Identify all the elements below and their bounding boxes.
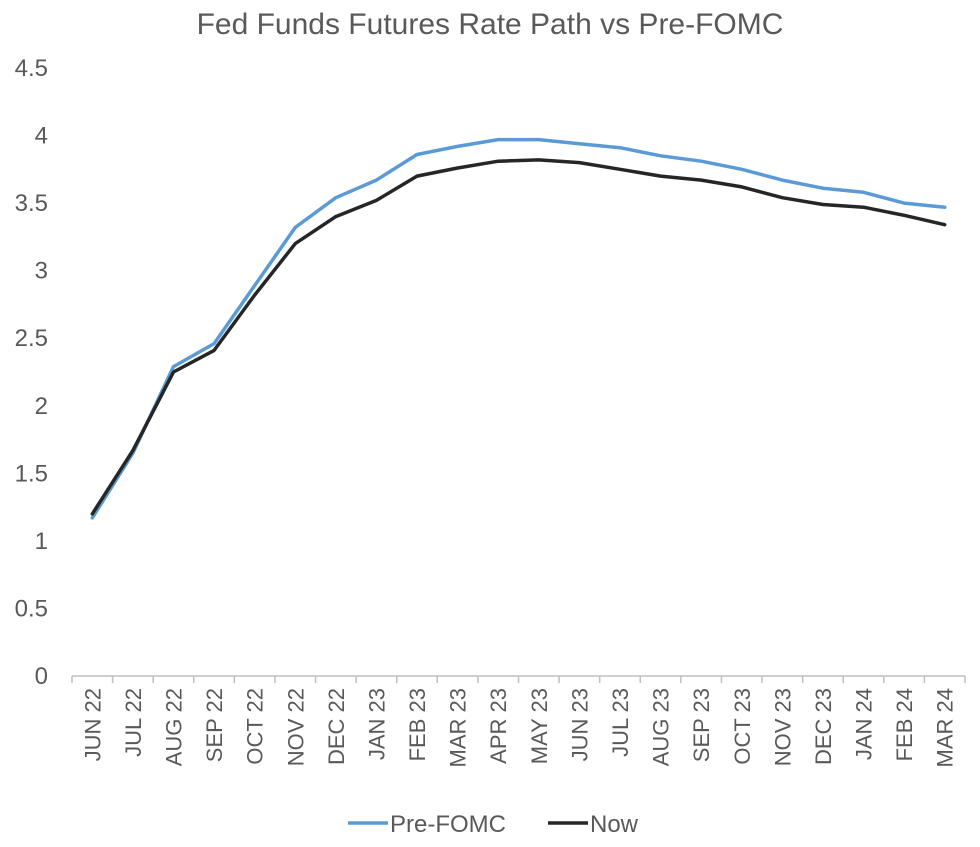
y-tick-label: 3.5 [15, 190, 48, 217]
plot-area [90, 137, 947, 520]
x-tick-label: JUN 22 [80, 688, 105, 761]
y-tick-label: 4 [35, 123, 48, 150]
y-tick-label: 2.5 [15, 325, 48, 352]
chart-title: Fed Funds Futures Rate Path vs Pre-FOMC [197, 8, 784, 41]
x-tick-label: JAN 23 [364, 688, 389, 760]
x-tick-label: JUN 23 [567, 688, 592, 761]
series-line-now [90, 158, 947, 516]
x-tick-label: JUL 23 [608, 688, 633, 757]
y-tick-label: 1 [35, 528, 48, 555]
y-tick-label: 1.5 [15, 460, 48, 487]
x-tick-label: FEB 23 [405, 688, 430, 761]
legend-label: Pre-FOMC [390, 811, 506, 838]
x-tick-label: MAR 24 [933, 688, 958, 767]
x-tick-label: JAN 24 [852, 688, 877, 760]
x-tick-label: AUG 22 [161, 688, 186, 766]
y-tick-label: 0.5 [15, 595, 48, 622]
y-tick-label: 2 [35, 393, 48, 420]
x-tick-label: JUL 22 [121, 688, 146, 757]
y-tick-label: 3 [35, 258, 48, 285]
legend: Pre-FOMC Now [348, 811, 639, 838]
x-tick-label: MAY 23 [527, 688, 552, 764]
x-tick-label: MAR 23 [446, 688, 471, 767]
x-tick-label: DEC 23 [811, 688, 836, 765]
legend-label: Now [590, 811, 639, 838]
x-tick-label: OCT 22 [243, 688, 268, 765]
x-tick-label: AUG 23 [649, 688, 674, 766]
x-tick-label: NOV 23 [770, 688, 795, 766]
x-tick-label: FEB 24 [892, 688, 917, 761]
series-line-pre-fomc [90, 137, 947, 520]
x-tick-label: SEP 22 [202, 688, 227, 762]
x-tick-label: DEC 22 [324, 688, 349, 765]
y-tick-label: 4.5 [15, 55, 48, 82]
x-tick-label: NOV 22 [283, 688, 308, 766]
x-axis: JUN 22 JUL 22 AUG 22 SEP 22 OCT 22 NOV 22 DEC … [71, 675, 966, 767]
y-axis: 0 0.5 1 1.5 2 2.5 3 3.5 4 4.5 [15, 55, 48, 690]
x-tick-label: APR 23 [486, 688, 511, 764]
y-tick-label: 0 [35, 663, 48, 690]
x-tick-label: SEP 23 [689, 688, 714, 762]
x-tick-label: OCT 23 [730, 688, 755, 765]
